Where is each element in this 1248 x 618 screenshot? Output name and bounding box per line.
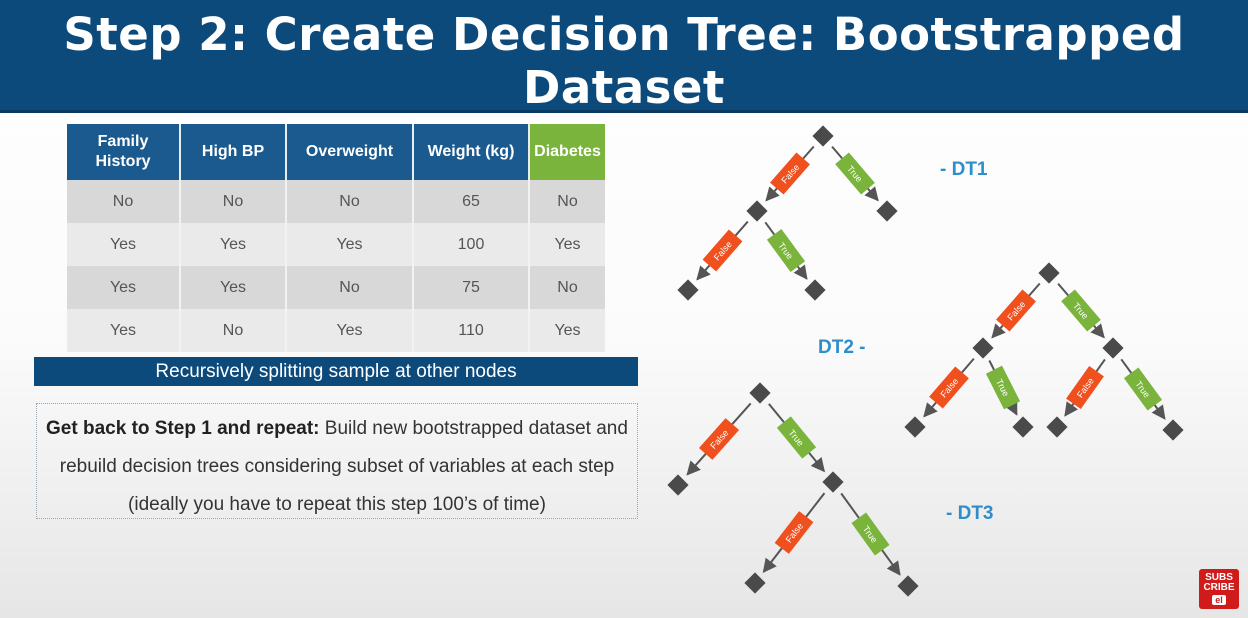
dt1-node: [677, 279, 699, 301]
dt3-node: [749, 382, 771, 404]
subscribe-line1: SUBS: [1205, 572, 1233, 583]
table-cell: 65: [413, 180, 530, 223]
true-label: True: [766, 229, 806, 272]
table-row: No No No 65 No: [67, 180, 605, 223]
subscribe-badge: el: [1212, 595, 1226, 605]
table-header-row: Family History High BP Overweight Weight…: [67, 124, 605, 180]
dt3-node: [897, 575, 919, 597]
dt2-node: [904, 416, 926, 438]
table-cell: Yes: [286, 309, 414, 352]
table-cell: No: [180, 180, 287, 223]
true-label: True: [776, 416, 817, 459]
false-label: False: [702, 229, 743, 272]
table-cell: No: [180, 309, 287, 352]
table-cell: No: [286, 180, 414, 223]
table-cell: No: [286, 266, 414, 309]
table-cell: Yes: [67, 266, 181, 309]
dt2-node: [1046, 416, 1068, 438]
table-cell: Yes: [180, 266, 287, 309]
dt1-node: [804, 279, 826, 301]
step-box: [36, 403, 638, 519]
true-label: True: [1123, 367, 1163, 411]
col-high-bp: High BP: [180, 124, 287, 180]
dt3-node: [744, 572, 766, 594]
table-cell: 75: [413, 266, 530, 309]
dataset-table: Family History High BP Overweight Weight…: [67, 124, 605, 352]
header-bar: Step 2: Create Decision Tree: Bootstrapp…: [0, 0, 1248, 114]
table-cell: Yes: [180, 223, 287, 266]
header-divider: [0, 110, 1248, 113]
true-label: True: [1061, 289, 1101, 332]
false-label: False: [1066, 365, 1104, 410]
false-label: False: [774, 511, 814, 554]
true-label: True: [985, 365, 1021, 410]
dt2-node: [1038, 262, 1060, 284]
false-label: False: [770, 152, 810, 195]
dt3-node: [822, 471, 844, 493]
table-cell: Yes: [67, 223, 181, 266]
col-family-history: Family History: [67, 124, 181, 180]
page-title: Step 2: Create Decision Tree: Bootstrapp…: [63, 8, 1185, 114]
col-diabetes: Diabetes: [529, 124, 605, 180]
recursive-split-banner: Recursively splitting sample at other no…: [34, 357, 638, 386]
col-weight: Weight (kg): [413, 124, 530, 180]
dt2-node: [1162, 419, 1184, 441]
table-cell: Yes: [67, 309, 181, 352]
dt3-label: - DT3: [946, 503, 994, 524]
dt2-node: [1102, 337, 1124, 359]
table-cell: Yes: [529, 309, 605, 352]
table-cell: No: [529, 180, 605, 223]
false-label: False: [996, 289, 1036, 332]
step-body: Build new bootstrapped dataset and rebui…: [59, 418, 628, 515]
table-cell: No: [67, 180, 181, 223]
true-label: True: [851, 512, 890, 556]
dt1-label: - DT1: [940, 159, 988, 180]
table-row: Yes No Yes 110 Yes: [67, 309, 605, 352]
table-cell: 110: [413, 309, 530, 352]
table-row: Yes Yes Yes 100 Yes: [67, 223, 605, 266]
dt2-node: [1012, 416, 1034, 438]
false-label: False: [929, 366, 969, 409]
step-heading: Get back to Step 1 and repeat:: [46, 418, 320, 439]
dt2-label: DT2 -: [818, 337, 866, 358]
col-overweight: Overweight: [286, 124, 414, 180]
step-description: Get back to Step 1 and repeat: Build new…: [44, 410, 630, 524]
dt2-node: [972, 337, 994, 359]
table-cell: No: [529, 266, 605, 309]
table-cell: Yes: [529, 223, 605, 266]
dt1-node: [746, 200, 768, 222]
table-cell: 100: [413, 223, 530, 266]
table-row: Yes Yes No 75 No: [67, 266, 605, 309]
subscribe-button[interactable]: SUBS CRIBE el: [1199, 569, 1239, 609]
subscribe-line2: CRIBE: [1203, 582, 1235, 593]
true-label: True: [835, 152, 875, 195]
false-label: False: [698, 418, 740, 460]
dt3-node: [667, 474, 689, 496]
dt1-node: [812, 125, 834, 147]
table-cell: Yes: [286, 223, 414, 266]
dt1-node: [876, 200, 898, 222]
